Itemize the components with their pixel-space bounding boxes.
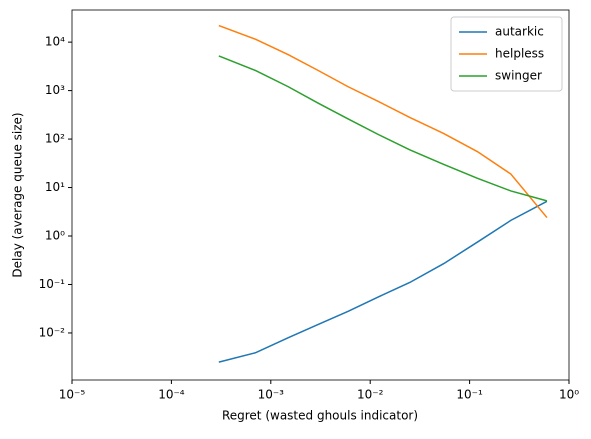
y-tick-label: 10⁰ <box>45 229 65 243</box>
plot-frame <box>71 9 570 381</box>
x-tick-label: 10⁻¹ <box>456 388 483 402</box>
y-tick-label: 10⁻² <box>39 325 66 339</box>
series-line <box>218 200 548 363</box>
series-line <box>218 24 548 219</box>
x-tick-label: 10⁻⁵ <box>59 388 86 402</box>
legend-label: swinger <box>495 69 542 83</box>
y-tick-label: 10¹ <box>45 180 65 194</box>
legend: autarkic helpless swinger <box>450 16 563 92</box>
x-tick-label: 10⁻⁴ <box>158 388 185 402</box>
y-tick-label: 10² <box>45 132 65 146</box>
legend-label: autarkic <box>495 25 544 39</box>
y-axis-label: Delay (average queue size) <box>11 112 25 277</box>
x-tick-label: 10⁻² <box>357 388 384 402</box>
y-tick-label: 10⁴ <box>45 35 65 49</box>
x-tick-label: 10⁰ <box>559 388 579 402</box>
y-tick-label: 10⁻¹ <box>39 277 66 291</box>
x-axis-label: Regret (wasted ghouls indicator) <box>222 409 418 423</box>
y-tick-label: 10³ <box>45 83 65 97</box>
legend-label: helpless <box>495 47 544 61</box>
legend-box <box>450 16 563 92</box>
x-tick-label: 10⁻³ <box>258 388 285 402</box>
series-line <box>218 55 548 202</box>
